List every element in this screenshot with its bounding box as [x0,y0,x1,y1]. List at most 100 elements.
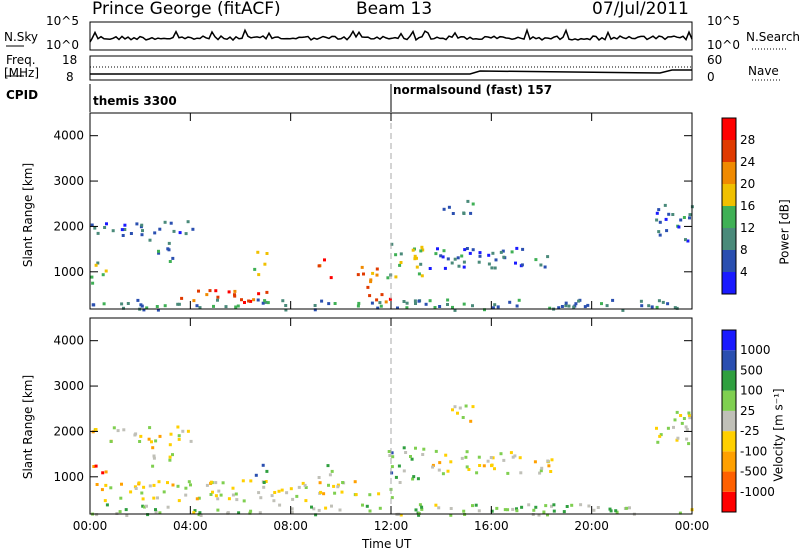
data-cell [278,503,282,507]
data-cell [317,476,321,479]
data-cell [412,475,416,479]
data-cell [491,456,495,460]
data-cell [411,248,415,252]
data-cell [142,308,146,312]
data-cell [414,508,418,512]
data-cell [212,304,215,308]
y-tick-label: 3000 [53,379,84,393]
data-cell [515,509,519,513]
data-cell [666,302,670,306]
data-cell [152,483,156,487]
data-cell [552,503,556,507]
data-cell [376,306,380,310]
data-cell [579,503,583,507]
colorbar-segment [722,431,736,452]
data-cell [486,459,490,463]
data-cell [499,452,503,456]
data-cell [120,482,123,486]
data-cell [119,496,123,500]
data-cell [338,508,342,512]
top-panels-svg [6,21,786,112]
colorbar-segment [722,370,736,391]
data-cell [178,231,182,235]
data-cell [402,300,406,303]
data-cell [539,469,543,473]
colorbar-frame [721,329,737,513]
data-cell [369,280,373,284]
data-cell [186,220,190,224]
data-cell [431,465,435,469]
data-cell [462,302,466,306]
data-cell [198,511,202,515]
data-cell [142,485,146,489]
x-tick-label: 12:00 [374,519,409,533]
data-cell [478,254,482,258]
date-title: 07/Jul/2011 [592,0,689,19]
colorbar-tick-label: 16 [740,199,755,213]
data-cell [103,226,107,229]
data-cell [437,506,441,510]
freq-label: Freq. [6,53,36,67]
data-cell [564,301,568,305]
data-cell [168,455,172,459]
data-cell [438,461,442,465]
data-cell [664,217,668,221]
colorbar-tick-label: 4 [740,265,748,279]
data-cell [324,506,328,510]
data-cell [542,510,546,514]
data-cell [118,510,122,514]
data-cell [370,301,374,305]
data-cell [487,253,491,257]
data-cell [493,303,497,307]
data-cell [405,301,409,305]
data-cell [491,306,495,310]
data-cell [151,446,155,450]
data-cell [688,216,691,220]
data-cell [125,514,129,517]
data-cell [672,425,675,429]
data-cell [141,497,145,501]
data-cell [252,298,256,302]
data-cell [289,487,293,491]
colorbar-segment [722,184,736,206]
data-cell [655,218,659,222]
data-cell [162,490,166,494]
data-cell [447,205,451,209]
data-cell [214,494,218,498]
data-cell [166,481,169,485]
data-cell [360,265,364,269]
data-cell [145,306,149,310]
data-cell [587,504,591,508]
data-cell [226,511,230,515]
data-cell [333,491,337,495]
data-cell [543,265,547,269]
colorbar-segment [722,491,736,512]
data-cell [451,212,455,215]
data-cell [257,491,261,495]
data-cell [499,250,503,254]
data-cell [90,275,94,279]
time-xlabel: Time UT [362,537,412,551]
nsearch-label: N.Search [746,30,800,44]
data-cell [546,459,550,463]
data-cell [419,262,423,266]
data-cell [441,255,445,259]
data-cell [675,438,679,442]
data-cell [415,256,418,260]
data-cell [266,301,270,305]
data-cell [614,509,618,513]
data-cell [362,272,365,276]
colorbar-segment [722,250,736,272]
data-cell [120,302,124,306]
data-cell [491,251,495,255]
data-cell [540,466,544,470]
data-cell [515,507,518,511]
cpid-label: CPID [6,88,39,102]
data-cell [451,305,454,309]
data-cell [227,290,231,294]
data-cell [515,246,519,250]
data-cell [148,238,152,242]
data-cell [420,505,424,509]
data-cell [420,245,424,249]
data-cell [399,252,403,256]
